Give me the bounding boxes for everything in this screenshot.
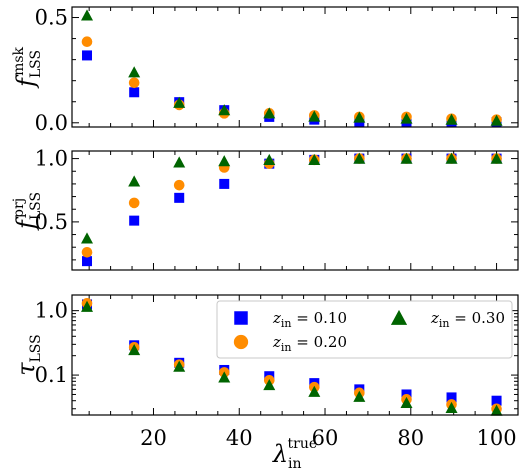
legend: zin = 0.10 zin = 0.20 zin = 0.30: [216, 300, 513, 359]
data-point-z010: [174, 192, 185, 203]
legend-label-z010: zin = 0.10: [272, 309, 347, 330]
data-point-z030: [400, 152, 413, 164]
x-tick-label: 80: [397, 426, 424, 450]
data-point-z010: [491, 395, 502, 406]
data-point-z030: [490, 114, 503, 126]
data-point-z010: [82, 256, 93, 267]
data-point-z020: [81, 36, 93, 48]
legend-label-z020: zin = 0.20: [272, 333, 347, 354]
data-point-z030: [400, 396, 413, 408]
data-point-z030: [308, 110, 321, 122]
x-axis-label: λintrue: [272, 436, 317, 472]
data-point-z030: [173, 96, 186, 108]
data-point-z030: [218, 371, 231, 383]
data-point-z030: [81, 232, 94, 244]
legend-marker-z020: [233, 334, 249, 350]
data-point-z030: [263, 107, 276, 119]
data-point-z030: [128, 344, 141, 356]
data-point-z020: [173, 179, 185, 191]
y-axis-label: τLSS: [12, 334, 44, 376]
data-point-z010: [446, 392, 457, 403]
data-point-z030: [353, 111, 366, 123]
data-point-z010: [129, 215, 140, 226]
data-point-z030: [490, 152, 503, 164]
plot-frame: [71, 150, 519, 271]
x-tick-label: 40: [226, 426, 253, 450]
data-point-z020: [81, 246, 93, 258]
panel-1: 0.0 0.5 fLSSmsk: [11, 6, 519, 135]
data-point-z030: [445, 152, 458, 164]
y-tick-label: 0.0: [35, 111, 68, 135]
data-point-z030: [128, 175, 141, 187]
data-point-z020: [128, 77, 140, 89]
data-point-z030: [308, 153, 321, 165]
data-point-z010: [129, 87, 140, 98]
plot-frame: [71, 294, 519, 416]
y-axis-label: fLSSmsk: [11, 46, 44, 89]
data-point-z030: [490, 404, 503, 416]
data-point-z030: [445, 113, 458, 125]
y-tick-label: 1.0: [35, 147, 68, 171]
x-tick-label: 20: [140, 426, 167, 450]
y-tick-label: 0.5: [35, 6, 68, 30]
legend-marker-z030: [390, 309, 408, 325]
data-point-z030: [263, 153, 276, 165]
x-tick-label: 100: [477, 426, 517, 450]
data-point-z030: [218, 104, 231, 116]
data-point-z030: [173, 360, 186, 372]
data-point-z030: [173, 156, 186, 168]
data-point-z030: [81, 9, 94, 21]
x-tick-label: 60: [312, 426, 339, 450]
data-point-z030: [81, 300, 94, 312]
data-point-z030: [353, 152, 366, 164]
data-point-z020: [128, 197, 140, 209]
data-point-z030: [308, 385, 321, 397]
data-point-z030: [218, 155, 231, 167]
y-axis-label: fLSSprj: [11, 192, 44, 231]
data-point-z010: [219, 178, 230, 189]
data-point-z030: [400, 112, 413, 124]
plot-frame: [71, 6, 519, 128]
data-point-z010: [82, 50, 93, 61]
legend-marker-z010: [234, 311, 248, 325]
y-tick-label: 0.1: [35, 363, 68, 387]
data-point-z030: [353, 390, 366, 402]
data-point-z030: [445, 401, 458, 413]
data-point-z030: [128, 66, 141, 78]
data-point-z030: [263, 379, 276, 391]
y-tick-label: 1.0: [35, 299, 68, 323]
y-tick-label: 0.5: [35, 210, 68, 234]
legend-label-z030: zin = 0.30: [430, 309, 505, 330]
panel-2: 0.5 1.0 fLSSprj: [11, 147, 519, 271]
legend-box: [216, 300, 513, 359]
